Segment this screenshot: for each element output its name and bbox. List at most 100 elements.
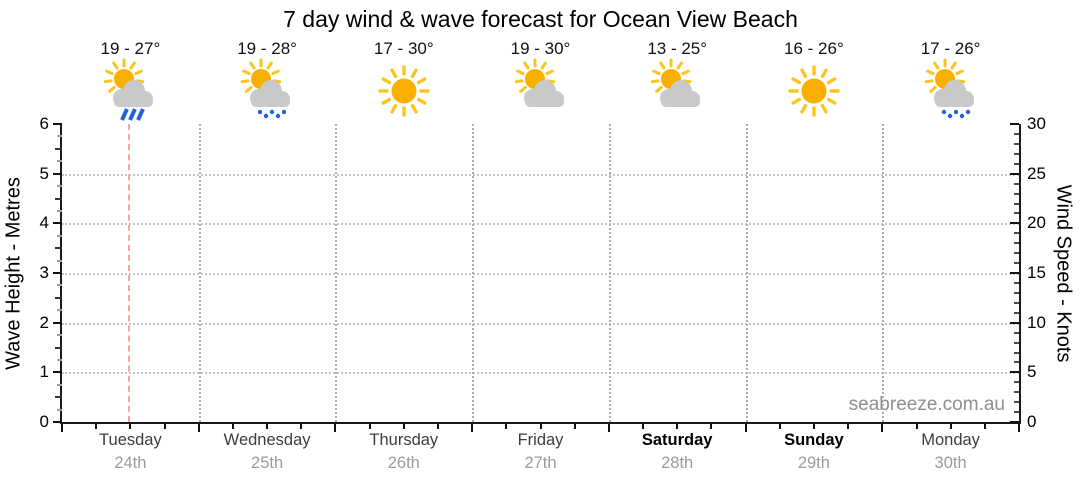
right-axis-major-tick: [1010, 272, 1019, 274]
x-axis-minor-tick: [812, 424, 815, 429]
wind-speed-tick-label: 15: [1027, 263, 1046, 282]
wave-height-tick-label: 5: [39, 163, 49, 183]
right-axis-minor-tick: [1014, 152, 1019, 155]
temperature-range: 17 - 26°: [920, 39, 981, 58]
right-axis-minor-tick: [1014, 182, 1019, 185]
x-axis-minor-tick: [402, 424, 405, 429]
drizzle-dots: [941, 109, 970, 119]
x-axis-minor-tick: [163, 424, 166, 429]
temperature-range: 19 - 27°: [100, 39, 161, 58]
right-axis-minor-tick: [1014, 202, 1019, 205]
horizontal-gridline: [62, 273, 1019, 275]
cloud-shape: [933, 80, 974, 107]
x-axis-major-tick: [334, 424, 337, 432]
right-axis-minor-tick: [1014, 341, 1019, 344]
x-axis-major-tick: [881, 424, 884, 432]
left-axis-major-tick: [53, 272, 62, 274]
left-axis-minor-tick: [57, 284, 62, 287]
horizontal-gridline: [62, 173, 1019, 176]
right-axis-line: [1019, 124, 1021, 424]
day-date-label: 24th: [114, 454, 147, 472]
right-axis-minor-tick: [1014, 331, 1019, 334]
right-axis-minor-tick: [1014, 391, 1019, 394]
x-axis-minor-tick: [676, 424, 679, 429]
cloud-shape: [250, 80, 291, 107]
left-axis-major-tick: [53, 421, 62, 423]
cloud-shape: [660, 80, 701, 107]
left-axis-minor-tick: [57, 383, 62, 386]
x-axis-minor-tick: [129, 424, 132, 429]
bottom-axis-line: [60, 422, 1021, 424]
right-axis-minor-tick: [1014, 291, 1019, 294]
right-axis-minor-tick: [1014, 361, 1019, 364]
x-axis-minor-tick: [915, 424, 918, 429]
left-axis-minor-tick: [55, 247, 62, 250]
day-date-label: 25th: [251, 454, 284, 472]
wind-speed-tick-label: 20: [1027, 213, 1046, 233]
wind-speed-tick-label: 5: [1027, 362, 1037, 382]
sun-cloud-icon: [645, 57, 709, 123]
day-name-label: Monday: [921, 431, 980, 449]
right-axis-minor-tick: [1014, 401, 1019, 404]
x-axis-minor-tick: [231, 424, 234, 429]
left-axis-minor-tick: [57, 358, 62, 361]
x-axis-minor-tick: [778, 424, 781, 429]
temperature-range: 19 - 28°: [237, 39, 297, 58]
right-axis-major-tick: [1010, 222, 1019, 225]
right-axis-minor-tick: [1014, 142, 1019, 145]
x-axis-major-tick: [744, 424, 747, 432]
temperature-range: 19 - 30°: [510, 39, 571, 58]
rain-streaks: [120, 108, 146, 121]
day-boundary-gridline: [745, 124, 748, 422]
x-axis-minor-tick: [95, 424, 98, 429]
right-axis-minor-tick: [1014, 242, 1019, 245]
day-name-label: Saturday: [641, 431, 713, 449]
left-axis-minor-tick: [57, 160, 62, 163]
right-axis-major-tick: [1010, 321, 1019, 324]
x-axis-minor-tick: [368, 424, 371, 429]
day-name-label: Thursday: [369, 431, 439, 449]
left-axis-minor-tick: [57, 209, 62, 212]
left-axis-minor-tick: [57, 408, 62, 411]
sun-cloud-drizzle-icon: [919, 57, 983, 123]
wave-height-tick-label: 4: [39, 213, 49, 233]
drizzle-dots: [257, 109, 287, 119]
right-axis-minor-tick: [1014, 192, 1019, 195]
left-axis-minor-tick: [55, 197, 62, 200]
x-axis-minor-tick: [505, 424, 508, 429]
cloud-shape: [113, 80, 154, 107]
day-date-label: 30th: [934, 454, 967, 472]
wind-speed-tick-label: 0: [1027, 412, 1037, 431]
left-axis-minor-tick: [55, 296, 62, 299]
day-name-label: Friday: [517, 431, 564, 449]
left-axis-minor-tick: [57, 259, 62, 262]
left-axis-major-tick: [53, 222, 62, 225]
right-axis-minor-tick: [1014, 132, 1019, 135]
left-axis-minor-tick: [57, 234, 62, 237]
right-axis-minor-tick: [1014, 351, 1019, 354]
wave-height-tick-label: 2: [39, 312, 49, 332]
x-axis-minor-tick: [949, 424, 952, 429]
sun-cloud-rain-icon: [98, 57, 162, 123]
horizontal-gridline: [62, 372, 1019, 375]
plot-area: seabreeze.com.au: [62, 124, 1019, 422]
left-axis-minor-tick: [57, 309, 62, 312]
x-axis-minor-tick: [573, 424, 576, 429]
x-axis-minor-tick: [539, 424, 542, 429]
wave-height-tick-label: 6: [39, 114, 49, 133]
right-axis-minor-tick: [1014, 252, 1019, 255]
day-name-label: Tuesday: [99, 431, 162, 449]
day-date-label: 26th: [387, 454, 420, 472]
current-time-marker: [127, 124, 130, 422]
temperature-range: 17 - 30°: [373, 39, 434, 58]
x-axis-minor-tick: [266, 424, 269, 429]
right-axis-minor-tick: [1014, 301, 1019, 304]
x-axis-minor-tick: [710, 424, 713, 429]
right-axis-minor-tick: [1014, 281, 1019, 284]
chart-title: 7 day wind & wave forecast for Ocean Vie…: [283, 6, 798, 32]
left-axis-major-tick: [53, 321, 62, 324]
left-axis-minor-tick: [57, 135, 62, 138]
sun-cloud-drizzle-icon: [235, 57, 299, 123]
right-axis-minor-tick: [1014, 311, 1019, 314]
cloud-shape: [523, 80, 564, 107]
